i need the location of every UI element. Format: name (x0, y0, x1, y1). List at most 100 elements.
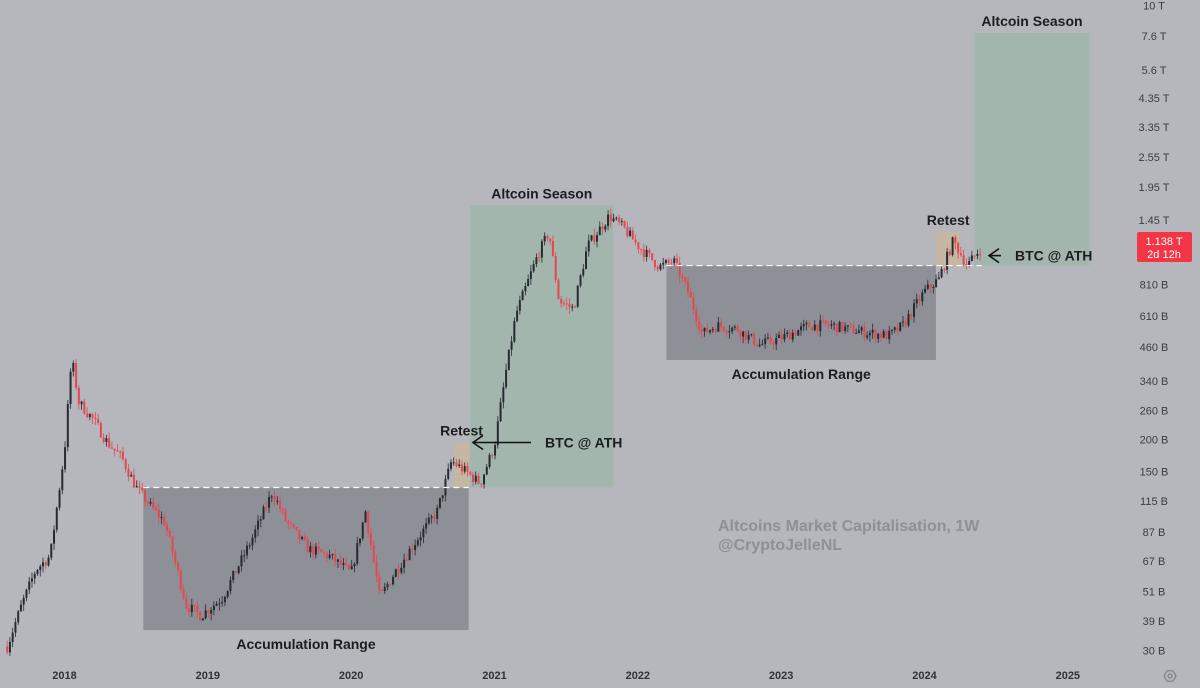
candle-body-128 (358, 538, 361, 544)
candle-body-168 (469, 471, 472, 475)
candle-body-245 (681, 276, 684, 278)
candle-body-306 (849, 325, 852, 327)
candle-body-137 (383, 587, 386, 592)
candle-body-189 (527, 278, 530, 287)
candle-body-78 (221, 602, 224, 604)
candle-body-29 (86, 413, 89, 418)
watermark-line-1: Altcoins Market Capitalisation, 1W (718, 518, 980, 535)
candle-body-318 (882, 331, 885, 338)
candle-body-223 (620, 221, 623, 223)
x-tick-label-3: 2021 (482, 670, 506, 682)
candle-body-338 (937, 277, 940, 280)
candle-body-322 (893, 327, 896, 330)
candle-body-118 (331, 554, 334, 556)
candle-body-254 (706, 327, 709, 333)
zone-label-accumulation-0: Accumulation Range (236, 636, 375, 652)
candle-body-229 (637, 242, 640, 250)
candle-body-213 (593, 235, 596, 242)
candle-body-278 (772, 342, 775, 345)
candle-body-296 (822, 320, 825, 322)
candle-body-255 (709, 330, 712, 333)
candle-body-35 (102, 437, 105, 442)
candle-body-305 (846, 325, 849, 327)
candle-body-332 (921, 292, 924, 302)
price-tag-value: 1.138 T (1145, 236, 1182, 248)
candle-body-268 (744, 331, 747, 340)
candle-body-337 (935, 279, 938, 288)
candle-body-178 (496, 421, 499, 446)
candle-body-249 (692, 297, 695, 310)
candle-body-282 (783, 333, 786, 340)
candle-body-99 (279, 500, 282, 509)
candle-body-209 (582, 269, 585, 276)
candle-body-141 (394, 569, 397, 577)
settings-icon[interactable] (1163, 670, 1177, 682)
zone-label-accumulation-3: Accumulation Range (732, 366, 871, 382)
candle-body-234 (651, 253, 654, 261)
candle-body-291 (808, 323, 811, 328)
candle-body-103 (290, 523, 293, 525)
candle-body-5 (19, 604, 22, 612)
candle-body-248 (689, 292, 692, 298)
labels-layer: Accumulation Range Retest Altcoin Season Ac… (236, 13, 1092, 652)
callout-arrow-head-1 (987, 247, 1000, 264)
candle-body-90 (254, 529, 257, 538)
candle-body-220 (612, 218, 615, 222)
candle-body-300 (833, 323, 836, 325)
candle-body-349 (968, 261, 971, 266)
candle-body-130 (364, 511, 367, 523)
candle-body-314 (871, 329, 874, 333)
candle-body-270 (750, 334, 753, 336)
zones-layer (143, 32, 1090, 631)
candle-body-14 (44, 562, 47, 566)
candle-body-158 (441, 495, 444, 498)
candle-body-53 (152, 501, 155, 508)
candle-body-155 (433, 516, 436, 519)
candle-body-252 (700, 329, 703, 332)
candle-body-238 (662, 262, 665, 265)
y-tick-label-2: 5.6 T (1142, 65, 1167, 77)
candle-body-217 (604, 225, 607, 230)
candle-body-326 (904, 321, 907, 326)
candle-body-138 (386, 584, 389, 588)
candle-body-3 (14, 622, 17, 633)
y-tick-label-14: 150 B (1140, 467, 1169, 479)
y-axis: 10 T 7.6 T 5.6 T 4.35 T 3.35 T 2.55 T 1.95 T 1.… (1139, 0, 1170, 657)
candle-body-285 (791, 332, 794, 340)
y-tick-label-12: 260 B (1140, 406, 1169, 418)
x-tick-label-2: 2020 (339, 670, 363, 682)
candle-body-280 (777, 334, 780, 338)
candle-body-8 (28, 581, 31, 590)
y-tick-label-16: 87 B (1143, 527, 1166, 539)
x-tick-label-6: 2024 (912, 670, 937, 682)
candle-body-44 (127, 468, 130, 477)
candle-body-195 (543, 236, 546, 242)
candle-body-287 (797, 330, 800, 336)
candle-body-113 (317, 546, 320, 550)
watermark: Altcoins Market Capitalisation, 1W @Cryp… (718, 518, 980, 554)
candle-body-19 (58, 490, 61, 508)
candle-body-166 (463, 466, 466, 472)
candle-body-309 (857, 330, 860, 334)
candle-body-347 (962, 255, 965, 265)
candle-body-61 (174, 552, 177, 563)
candle-body-134 (375, 561, 378, 577)
candle-body-230 (640, 249, 643, 251)
candle-body-100 (281, 508, 284, 511)
candle-body-111 (312, 545, 315, 555)
candle-body-193 (538, 257, 541, 259)
candle-body-210 (585, 251, 588, 270)
candle-body-216 (601, 226, 604, 230)
candle-body-250 (695, 309, 698, 322)
candle-body-139 (389, 584, 392, 586)
candle-body-32 (94, 417, 97, 419)
candle-body-351 (973, 255, 976, 257)
callout-label-0: BTC @ ATH (545, 435, 622, 451)
y-tick-label-6: 1.95 T (1139, 182, 1170, 194)
candle-body-339 (940, 269, 943, 278)
candle-body-96 (270, 496, 273, 498)
candle-body-261 (725, 330, 728, 333)
candle-body-194 (540, 241, 543, 258)
candle-body-185 (516, 310, 519, 322)
